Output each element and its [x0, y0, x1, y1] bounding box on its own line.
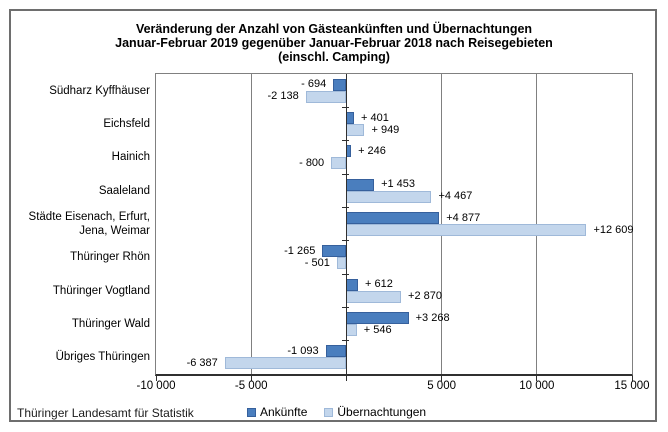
bar-uebernachtungen	[331, 157, 347, 170]
data-label: + 949	[371, 123, 400, 136]
x-axis-label: -10 000	[136, 380, 176, 392]
x-axis-label: 15 000	[614, 380, 650, 392]
x-axis-label: -5 000	[234, 380, 268, 392]
legend: Ankünfte Übernachtungen	[247, 405, 426, 419]
bar-ankuenfte	[346, 278, 359, 291]
value-axis-tick	[631, 376, 633, 381]
legend-label: Ankünfte	[260, 405, 308, 419]
legend-item-ankuenfte: Ankünfte	[247, 405, 307, 419]
chart-title-line3: (einschl. Camping)	[278, 50, 390, 64]
category-axis-tick	[342, 340, 350, 342]
legend-label: Übernachtungen	[337, 405, 427, 419]
category-axis-tick	[342, 206, 350, 208]
bar-ankuenfte	[322, 245, 347, 258]
bar-ankuenfte	[346, 178, 375, 191]
x-axis-label: 5 000	[427, 380, 456, 392]
chart-title-line1: Veränderung der Anzahl von Gästeankünfte…	[135, 22, 533, 36]
bar-ankuenfte	[325, 345, 347, 358]
data-label: +4 467	[438, 190, 473, 203]
value-axis-tick	[345, 376, 347, 381]
legend-swatch-uebernachtungen	[324, 407, 334, 417]
category-label: Thüringer Wald	[71, 317, 150, 330]
category-axis-tick	[342, 173, 350, 175]
data-label: +2 870	[408, 290, 442, 303]
bar-uebernachtungen	[305, 90, 347, 103]
gridline	[250, 74, 252, 374]
bar-ankuenfte	[346, 312, 409, 324]
category-axis-tick	[342, 240, 350, 242]
data-label: - 694	[301, 78, 327, 91]
data-label: + 401	[361, 111, 389, 124]
legend-swatch-ankuenfte	[247, 407, 256, 417]
bar-uebernachtungen	[346, 224, 587, 236]
legend-item-uebernachtungen: Übernachtungen	[324, 405, 426, 419]
data-label: +12 609	[593, 223, 634, 236]
data-label: - 501	[304, 256, 330, 269]
value-axis-tick	[250, 376, 252, 381]
bar-ankuenfte	[333, 78, 347, 91]
bar-ankuenfte	[346, 145, 352, 158]
category-axis-labels: Südharz Kyffhäuser Eichsfeld Hainich Saalel…	[0, 74, 150, 374]
data-label: +3 268	[415, 311, 450, 324]
value-axis-tick	[155, 376, 157, 381]
category-label: Übriges Thüringen	[55, 351, 150, 364]
bar-uebernachtungen	[346, 190, 432, 203]
bar-uebernachtungen	[224, 357, 347, 370]
category-axis-tick	[342, 140, 350, 142]
zero-axis-line	[345, 74, 347, 374]
data-label: -6 387	[186, 356, 218, 369]
data-label: -2 138	[267, 90, 299, 103]
chart-title-line2: Januar-Februar 2019 gegenüber Januar-Feb…	[115, 36, 553, 50]
source-label: Thüringer Landesamt für Statistik	[17, 406, 194, 420]
category-axis-tick	[342, 273, 350, 275]
category-label: Thüringer Vogtland	[52, 284, 150, 297]
category-label: Eichsfeld	[103, 117, 150, 130]
data-label: + 612	[365, 278, 393, 291]
category-label: Thüringer Rhön	[70, 251, 150, 264]
data-label: - 800	[299, 156, 325, 169]
category-label: Städte Eisenach, Erfurt, Jena, Weimar	[28, 210, 150, 237]
data-label: + 246	[358, 144, 386, 157]
bar-uebernachtungen	[346, 124, 365, 136]
data-label: -1 265	[284, 244, 316, 257]
x-axis-label: 10 000	[519, 380, 555, 392]
chart-title: Veränderung der Anzahl von Gästeankünfte…	[0, 22, 668, 64]
bar-uebernachtungen	[346, 324, 357, 336]
category-label: Südharz Kyffhäuser	[49, 84, 150, 97]
data-label: + 546	[363, 323, 392, 336]
category-label: Hainich	[111, 151, 150, 164]
bar-ankuenfte	[346, 112, 355, 124]
category-label: Saaleland	[98, 184, 150, 197]
bar-ankuenfte	[346, 212, 440, 224]
value-axis-tick	[441, 376, 443, 381]
value-axis-tick	[536, 376, 538, 381]
data-label: +4 877	[446, 211, 481, 224]
category-axis-tick	[342, 306, 350, 308]
bar-uebernachtungen	[346, 290, 402, 303]
data-label: +1 453	[381, 178, 416, 191]
plot-area: - 694 + 401 + 246 +1 453 +4 877 -1 265 + 612 +3…	[155, 73, 634, 376]
category-axis-tick	[342, 106, 350, 108]
data-label: -1 093	[287, 344, 319, 357]
